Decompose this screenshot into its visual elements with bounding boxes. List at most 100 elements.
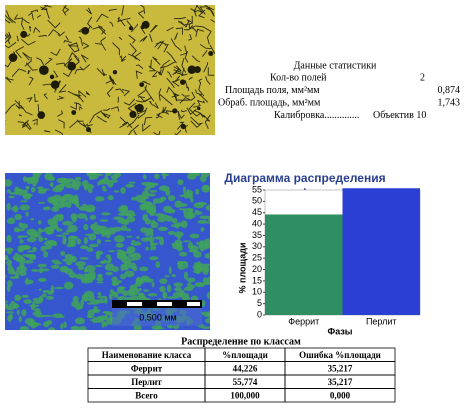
phase-spot [90,224,102,231]
phase-spot [94,196,105,202]
grain-edge [57,96,65,101]
grain-edge [158,88,162,101]
y-tick-label: 25 [252,253,262,263]
grain-edge [128,34,136,44]
grain-edge [50,48,61,56]
y-tick-label: 35 [252,230,262,240]
phase-spot [200,227,205,232]
grain-edge [115,88,125,94]
phase-spot [18,270,27,276]
grain-edge [14,100,25,109]
phase-spot [37,189,47,194]
phase-spot [64,253,73,260]
grain-edge [186,18,193,23]
grain-edge [15,100,20,110]
grain-edge [21,121,32,130]
grain-edge [126,114,140,128]
phase-spot [137,292,145,299]
phase-spot [117,206,129,213]
phase-spot [140,181,152,186]
phase-spot [75,261,87,267]
grain-edge [33,26,41,34]
phase-spot [25,211,29,217]
table-header: %площади [222,350,268,360]
phase-spot [16,265,27,273]
grain-edge [56,62,68,68]
grain-edge [77,57,80,62]
grain-edge [26,97,33,103]
y-tick-label: 40 [252,218,262,228]
phase-spot [131,240,136,243]
dark-spot [180,123,186,130]
phase-spot [92,316,96,324]
grain-edge [127,52,142,58]
grain-edge [13,14,23,20]
phase-spot [195,270,201,274]
grain-edge [34,94,39,103]
phase-spot [60,201,69,208]
phase-spot [77,304,84,310]
grain-edge [32,118,38,126]
grain-edge [188,76,193,80]
grain-edge [57,110,63,117]
y-tick-label: 30 [252,241,262,251]
y-tick-label: 55 [252,184,262,194]
phase-spot [145,206,157,215]
phase-spot [142,174,147,180]
grain-edge [149,59,152,69]
phase-spot [187,245,195,250]
phase-spot [5,300,9,303]
phase-spot [77,264,85,271]
phase-spot [149,190,158,193]
phase-spot [11,267,15,275]
grain-edge [133,130,137,135]
table-value: 0,000 [330,390,351,400]
phase-spot [113,173,122,178]
grain-edge [175,75,180,83]
grain-edge [191,55,201,63]
phase-spot [109,293,113,300]
grain-edge [166,51,177,64]
grain-edge [94,42,107,51]
stat-value: 0,874 [438,85,461,96]
phase-spot [131,196,138,201]
grain-edge [190,91,196,101]
grain-edge [109,21,114,27]
phase-spot [144,187,151,191]
phase-spot [204,253,210,259]
grain-edge [170,38,182,52]
grain-edge [43,93,48,100]
phase-spot [32,246,37,252]
phase-spot [14,213,22,221]
table-value: 44,226 [233,363,258,373]
grain-edge [171,79,180,87]
phase-spot [177,260,188,264]
phase-spot [109,289,114,294]
grain-edge [166,26,174,32]
phase-spot [21,193,33,198]
grain-edge [128,124,140,135]
phase-spot [105,227,117,235]
phase-spot [151,324,163,330]
stat-label: Площадь поля, мм²мм [225,85,320,96]
grain-edge [175,27,183,35]
phase-spot [154,173,160,180]
grain-edge [195,25,212,32]
phase-spot [193,211,203,215]
phase-spot [56,228,63,232]
phase-spot [16,309,20,316]
phase-spot [74,176,82,181]
grain-edge [5,120,6,125]
grain-edge [68,42,80,51]
phase-spot [105,271,113,276]
grain-edge [161,109,170,115]
phase-spot [86,173,97,176]
phase-spot [144,232,151,237]
phase-spot [125,183,135,188]
grain-edge [63,40,72,44]
grain-edge [135,64,144,69]
phase-spot [60,323,64,330]
grain-edge [5,59,13,68]
